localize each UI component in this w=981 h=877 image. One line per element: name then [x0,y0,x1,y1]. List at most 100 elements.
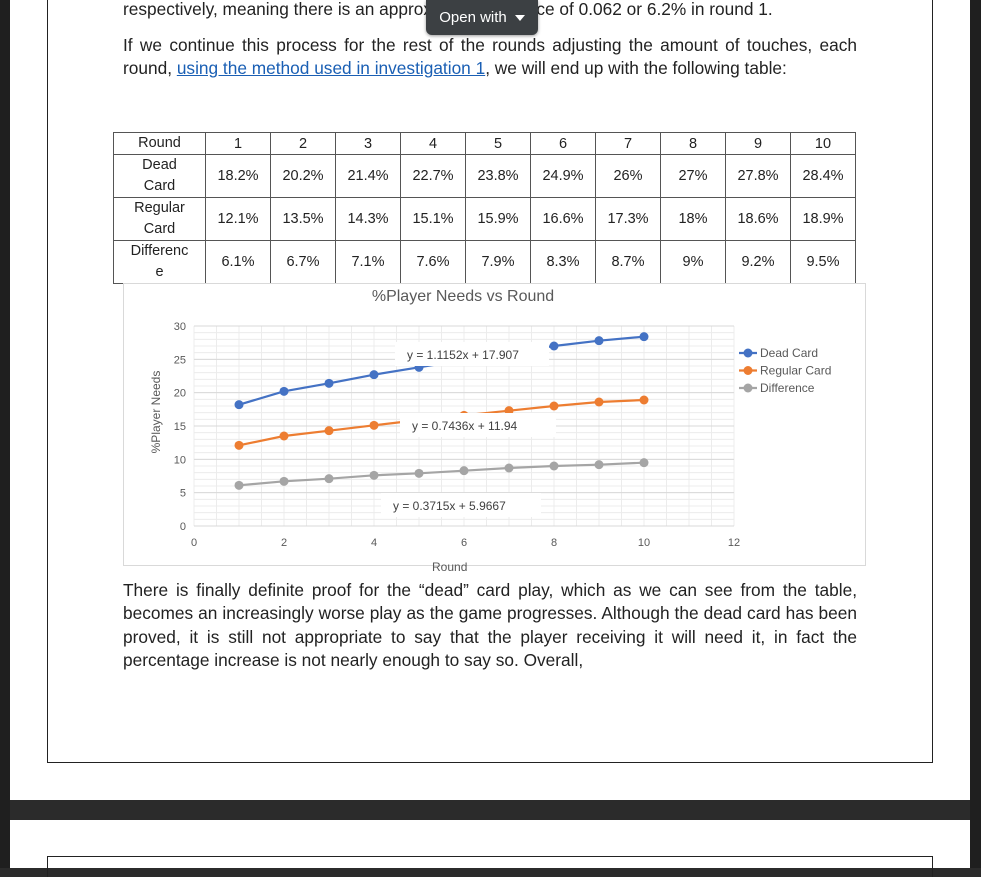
table-cell: 8.7% [595,240,661,284]
table-header-row: Round 1 2 3 4 5 6 7 8 9 10 [113,132,856,155]
data-point [639,395,649,405]
legend-swatch-marker [743,348,753,358]
row-label-line: Regular [134,200,185,216]
trendline-labels: y = 1.1152x + 17.907 y = 0.7436x + 11.94 y… [381,342,556,517]
y-axis-label: %Player Needs [149,371,163,454]
line-chart: 0 5 10 15 20 25 30 0 2 4 6 8 10 12 %Player Needs vs R… [149,288,831,549]
data-point [369,370,379,380]
legend-swatch-marker [743,383,753,393]
data-point [369,420,379,430]
next-document-page [10,820,970,877]
table-cell: 18.9% [790,197,856,241]
trendline-label: y = 1.1152x + 17.907 [407,348,519,362]
table-cell: 27% [660,154,726,198]
document-page: respectively, meaning there is an approx… [10,0,970,800]
table-row: Differenc e 6.1% 6.7% 7.1% 7.6% 7.9% 8.3% 8.7% 9%… [113,240,856,284]
data-point [234,400,244,410]
trendline-label-background [395,342,549,366]
data-point [369,470,379,480]
table-round-header: 5 [465,132,531,155]
data-point [639,458,649,468]
series-line [238,461,645,487]
table-cell: 14.3% [335,197,401,241]
row-label-line: Card [143,221,176,237]
table-cell: 18% [660,197,726,241]
table-header-label: Round [113,132,206,155]
table-row-label: Differenc e [113,240,206,284]
table-cell: 9.5% [790,240,856,284]
y-tick-label: 0 [180,521,186,533]
open-with-button[interactable]: Open with [426,0,538,35]
chart-ticks: 0 5 10 15 20 25 30 0 2 4 6 8 10 12 [174,321,740,549]
table-cell: 6.7% [270,240,336,284]
investigation-link[interactable]: using the method used in investigation 1 [176,58,486,79]
x-tick-label: 2 [281,537,287,549]
table-cell: 7.9% [465,240,531,284]
table-cell: 21.4% [335,154,401,198]
x-tick-label: 4 [371,537,377,549]
table-cell: 15.1% [400,197,466,241]
table-round-header: 4 [400,132,466,155]
series-difference [234,458,649,490]
data-point [459,466,469,476]
table-cell: 22.7% [400,154,466,198]
data-point [639,332,649,342]
row-label-line: Dead [142,157,177,173]
table-cell: 27.8% [725,154,791,198]
page-border [47,0,933,763]
x-tick-label: 6 [461,537,467,549]
table-cell: 7.1% [335,240,401,284]
results-table: Round 1 2 3 4 5 6 7 8 9 10 Dead Card 18.2% 20.2% 21.4… [113,132,856,284]
trendline-label: y = 0.7436x + 11.94 [412,419,518,433]
data-point [594,336,604,346]
data-point [234,440,244,450]
trendline-label: y = 0.3715x + 5.9667 [393,499,506,513]
table-cell: 20.2% [270,154,336,198]
row-label-line: Differenc [130,243,189,259]
row-label-line: e [155,264,164,280]
table-round-header: 3 [335,132,401,155]
y-tick-label: 10 [174,454,186,466]
table-cell: 23.8% [465,154,531,198]
next-page-border [47,856,933,877]
table-cell: 12.1% [205,197,271,241]
table-cell: 18.6% [725,197,791,241]
chart-container: 0 5 10 15 20 25 30 0 2 4 6 8 10 12 %Player Needs vs R… [123,283,866,566]
viewer-background-left [0,0,10,868]
open-with-label: Open with [439,9,507,26]
chart-gridlines [193,325,735,527]
trendline-label-background [400,413,556,437]
table-cell: 24.9% [530,154,596,198]
table-round-header: 1 [205,132,271,155]
x-tick-label: 12 [728,537,740,549]
page-gap [10,800,970,820]
row-label-line: Card [143,178,176,194]
trendline-label-background [381,493,541,517]
y-tick-label: 15 [174,421,186,433]
table-cell: 8.3% [530,240,596,284]
table-cell: 26% [595,154,661,198]
data-point [594,397,604,407]
y-tick-label: 5 [180,488,186,500]
chevron-down-icon [514,14,525,21]
table-cell: 9.2% [725,240,791,284]
x-axis-label: Round [432,560,468,574]
legend-label: Regular Card [760,364,831,378]
y-tick-label: 20 [174,388,186,400]
data-point [549,461,559,471]
legend-label: Difference [760,381,815,395]
data-point [504,463,514,473]
viewer-background-right [970,0,981,868]
data-point [324,378,334,388]
legend-item: Dead Card [739,346,818,360]
table-cell: 15.9% [465,197,531,241]
paragraph-method: If we continue this process for the rest… [123,34,857,81]
table-cell: 17.3% [595,197,661,241]
paragraph-conclusion: There is finally definite proof for the … [123,580,857,670]
data-point [549,401,559,411]
x-tick-label: 0 [191,537,197,549]
data-point [324,474,334,484]
legend-swatch-marker [743,366,753,375]
data-point [594,460,604,470]
table-cell: 28.4% [790,154,856,198]
